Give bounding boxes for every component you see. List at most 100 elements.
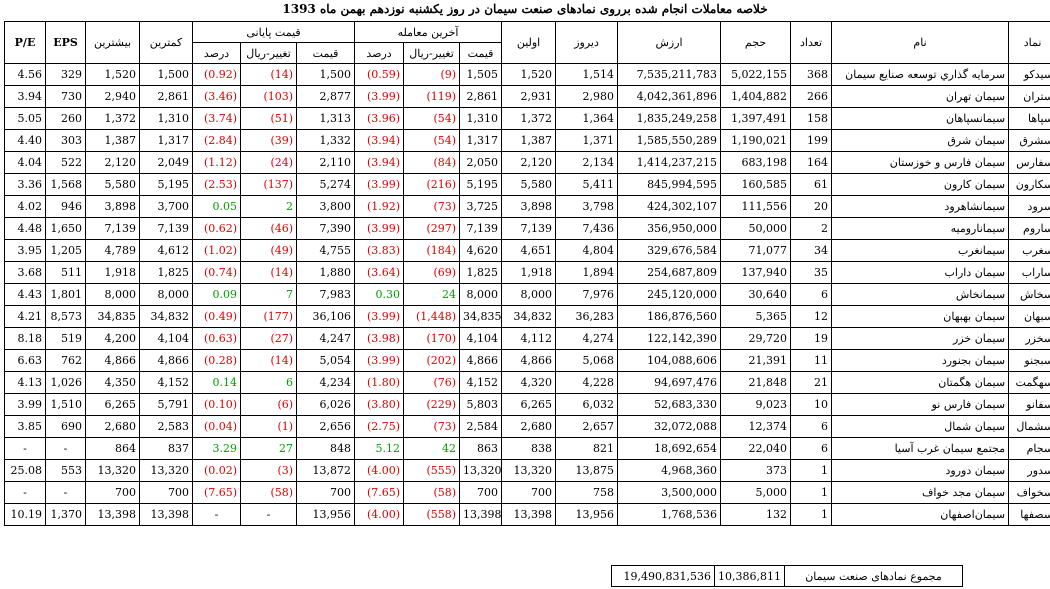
header-eps: EPS bbox=[45, 21, 86, 64]
pe-cell: 10.19 bbox=[4, 503, 46, 526]
eps-cell: 1,026 bbox=[45, 371, 86, 394]
volume-cell: 5,022,155 bbox=[720, 63, 792, 86]
last-percent-cell: (3.64) bbox=[354, 261, 405, 284]
closing-percent-cell: 3.29 bbox=[191, 437, 242, 460]
eps-cell: 1,650 bbox=[45, 217, 86, 240]
closing-change-cell: - bbox=[240, 503, 298, 526]
symbol-cell: ساراب bbox=[1008, 261, 1050, 284]
last-change-cell: (73) bbox=[403, 415, 461, 438]
name-cell: سیمانارومیه bbox=[831, 217, 1010, 240]
first-price-cell: 1,387 bbox=[501, 129, 557, 152]
header-last-trade: آخرین معامله bbox=[354, 21, 503, 43]
table-row: سارومسیمانارومیه250,000356,950,0007,4367… bbox=[4, 217, 1050, 240]
table-row: سشمال سیمان شمال 6 12,374 32,072,088 2,657 2,6… bbox=[4, 415, 1050, 438]
value-cell: 18,692,654 bbox=[617, 437, 722, 460]
last-percent-cell: (4.00) bbox=[354, 459, 405, 482]
volume-cell: 29,720 bbox=[720, 327, 792, 350]
first-price-cell: 13,320 bbox=[501, 459, 557, 482]
count-cell: 158 bbox=[790, 107, 833, 130]
closing-percent-cell: (2.53) bbox=[191, 173, 242, 196]
volume-cell: 132 bbox=[720, 503, 792, 526]
last-change-cell: (54) bbox=[403, 107, 461, 130]
last-price-cell: 1,310 bbox=[459, 107, 503, 130]
last-price-cell: 3,725 bbox=[459, 195, 503, 218]
yesterday-cell: 6,032 bbox=[555, 393, 619, 416]
header-value: ارزش bbox=[617, 21, 722, 64]
first-price-cell: 838 bbox=[501, 437, 557, 460]
yesterday-cell: 36,283 bbox=[555, 305, 619, 328]
pe-cell: 25.08 bbox=[4, 459, 46, 482]
value-cell: 4,968,360 bbox=[617, 459, 722, 482]
table-row: سفارس سیمان فارس و خوزستان 164 683,198 1,414… bbox=[4, 151, 1050, 174]
eps-cell: - bbox=[45, 481, 86, 504]
yesterday-cell: 4,228 bbox=[555, 371, 619, 394]
min-price-cell: 2,861 bbox=[139, 85, 193, 108]
name-cell: سیمان بجنورد bbox=[831, 349, 1010, 372]
header-name: نام bbox=[831, 21, 1010, 64]
symbol-cell: سدور bbox=[1008, 459, 1050, 482]
closing-change-cell: (58) bbox=[240, 481, 298, 504]
closing-price-cell: 2,877 bbox=[296, 85, 356, 108]
closing-change-cell: (49) bbox=[240, 239, 298, 262]
last-change-cell: (555) bbox=[403, 459, 461, 482]
last-price-cell: 2,861 bbox=[459, 85, 503, 108]
yesterday-cell: 13,956 bbox=[555, 503, 619, 526]
eps-cell: 1,370 bbox=[45, 503, 86, 526]
first-price-cell: 3,898 bbox=[501, 195, 557, 218]
min-price-cell: 1,310 bbox=[139, 107, 193, 130]
count-cell: 20 bbox=[790, 195, 833, 218]
last-percent-cell: (3.98) bbox=[354, 327, 405, 350]
closing-percent-cell: (0.92) bbox=[191, 63, 242, 86]
yesterday-cell: 7,976 bbox=[555, 283, 619, 306]
closing-change-cell: (3) bbox=[240, 459, 298, 482]
last-change-cell: (202) bbox=[403, 349, 461, 372]
min-price-cell: 7,139 bbox=[139, 217, 193, 240]
closing-change-cell: 6 bbox=[240, 371, 298, 394]
last-change-cell: (119) bbox=[403, 85, 461, 108]
closing-percent-cell: (3.46) bbox=[191, 85, 242, 108]
value-cell: 122,142,390 bbox=[617, 327, 722, 350]
yesterday-cell: 13,875 bbox=[555, 459, 619, 482]
closing-change-cell: 27 bbox=[240, 437, 298, 460]
trades-table: نماد نام تعداد حجم ارزش دیروز اولین آخری… bbox=[4, 21, 1050, 526]
symbol-cell: سیدکو bbox=[1008, 63, 1050, 86]
max-price-cell: 13,320 bbox=[85, 459, 140, 482]
name-cell: سیمانغرب bbox=[831, 239, 1010, 262]
pe-cell: 4.21 bbox=[4, 305, 46, 328]
closing-price-cell: 1,332 bbox=[296, 129, 356, 152]
first-price-cell: 700 bbox=[501, 481, 557, 504]
count-cell: 6 bbox=[790, 283, 833, 306]
min-price-cell: 1,317 bbox=[139, 129, 193, 152]
last-price-cell: 4,104 bbox=[459, 327, 503, 350]
name-cell: سیمان فارس و خوزستان bbox=[831, 151, 1010, 174]
name-cell: سیمانشاهرود bbox=[831, 195, 1010, 218]
last-percent-cell: (3.99) bbox=[354, 85, 405, 108]
count-cell: 1 bbox=[790, 503, 833, 526]
first-price-cell: 4,112 bbox=[501, 327, 557, 350]
closing-percent-cell: (0.28) bbox=[191, 349, 242, 372]
closing-change-cell: (51) bbox=[240, 107, 298, 130]
count-cell: 2 bbox=[790, 217, 833, 240]
eps-cell: 329 bbox=[45, 63, 86, 86]
symbol-cell: سخواف bbox=[1008, 481, 1050, 504]
last-price-cell: 13,398 bbox=[459, 503, 503, 526]
header-count: تعداد bbox=[790, 21, 833, 64]
header-namad: نماد bbox=[1008, 21, 1050, 64]
last-change-cell: (184) bbox=[403, 239, 461, 262]
symbol-cell: سبهان bbox=[1008, 305, 1050, 328]
closing-price-cell: 1,500 bbox=[296, 63, 356, 86]
first-price-cell: 2,931 bbox=[501, 85, 557, 108]
closing-percent-cell: (0.04) bbox=[191, 415, 242, 438]
pe-cell: - bbox=[4, 481, 46, 504]
symbol-cell: سخزر bbox=[1008, 327, 1050, 350]
yesterday-cell: 2,980 bbox=[555, 85, 619, 108]
last-percent-cell: (0.59) bbox=[354, 63, 405, 86]
closing-percent-cell: (1.12) bbox=[191, 151, 242, 174]
summary-volume: 10,386,811 bbox=[714, 565, 785, 587]
volume-cell: 50,000 bbox=[720, 217, 792, 240]
last-price-cell: 4,152 bbox=[459, 371, 503, 394]
eps-cell: - bbox=[45, 437, 86, 460]
last-price-cell: 700 bbox=[459, 481, 503, 504]
symbol-cell: سرود bbox=[1008, 195, 1050, 218]
closing-change-cell: (14) bbox=[240, 63, 298, 86]
